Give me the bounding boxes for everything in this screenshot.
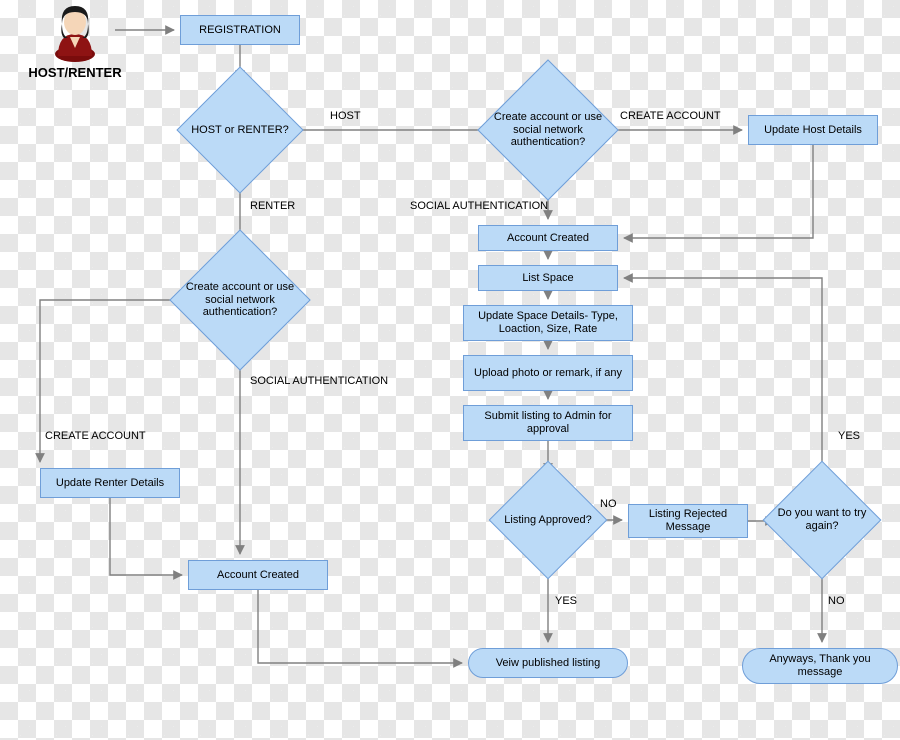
edge-label-soc_auth_r: SOCIAL AUTHENTICATION [250,375,388,387]
node-try_again: Do you want to try again? [780,478,864,562]
node-host_or_renter: HOST or RENTER? [195,85,285,175]
edge-label-soc_auth_h: SOCIAL AUTHENTICATION [410,200,548,212]
node-update_renter: Update Renter Details [40,468,180,498]
node-submit_listing: Submit listing to Admin for approval [463,405,633,441]
node-registration: REGISTRATION [180,15,300,45]
flow-edge [624,278,822,472]
node-listing_approved: Listing Approved? [506,478,590,562]
node-list_space: List Space [478,265,618,291]
edge-label-host: HOST [330,110,361,122]
node-view_listing: Veiw published listing [468,648,628,678]
edge-label-create_acc_h: CREATE ACCOUNT [620,110,721,122]
edge-label-la_yes: YES [555,595,577,607]
node-label: Do you want to try again? [770,468,874,572]
node-host_auth: Create account or use social network aut… [498,80,598,180]
node-update_space: Update Space Details- Type, Loaction, Si… [463,305,633,341]
node-account_created_h: Account Created [478,225,618,251]
edge-label-renter: RENTER [250,200,295,212]
flow-edge [258,590,462,663]
edge-label-ta_no: NO [828,595,845,607]
node-label: Listing Approved? [496,468,600,572]
node-label: Create account or use social network aut… [180,240,300,360]
user-avatar-icon [50,4,100,62]
actor-label: HOST/RENTER [20,65,130,80]
node-update_host: Update Host Details [748,115,878,145]
node-thank_you: Anyways, Thank you message [742,648,898,684]
edge-label-create_acc_r: CREATE ACCOUNT [45,430,146,442]
node-upload_photo: Upload photo or remark, if any [463,355,633,391]
node-renter_auth: Create account or use social network aut… [190,250,290,350]
flow-edge [624,145,813,238]
edge-label-la_no: NO [600,498,617,510]
node-label: Create account or use social network aut… [488,70,608,190]
flow-edge [110,498,182,575]
node-label: HOST or RENTER? [185,75,295,185]
edge-label-ta_yes: YES [838,430,860,442]
node-account_created_r: Account Created [188,560,328,590]
node-listing_rejected: Listing Rejected Message [628,504,748,538]
flow-edges [0,0,900,740]
